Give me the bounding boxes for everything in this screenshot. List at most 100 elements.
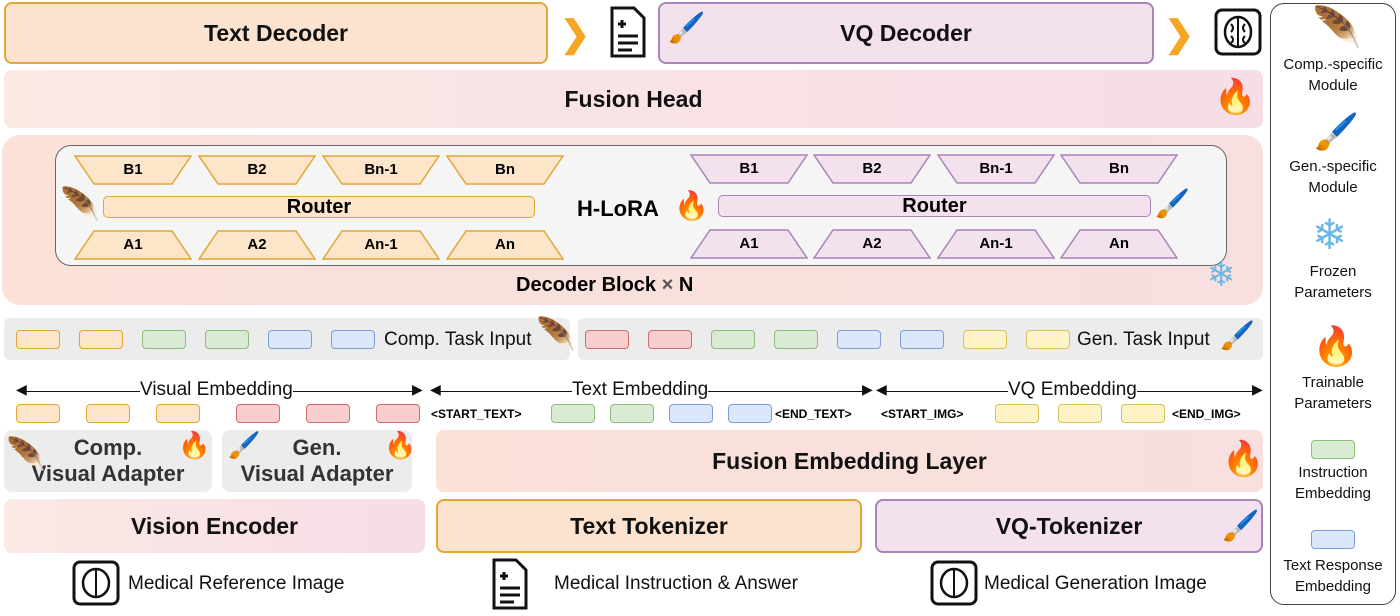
flame-icon: 🔥 bbox=[1214, 78, 1257, 116]
brush-icon: 🖌️ bbox=[1314, 111, 1359, 152]
vq-tokenizer: VQ-Tokenizer bbox=[875, 499, 1263, 553]
h-lora-label: H-LoRA bbox=[577, 196, 659, 221]
lora-matrix: B1 bbox=[690, 154, 808, 184]
lora-matrix: Bn bbox=[1060, 154, 1178, 184]
legend-instruction-swatch bbox=[1311, 440, 1355, 459]
snowflake-icon: ❄ bbox=[1312, 211, 1348, 258]
legend-response: Text Response Embedding bbox=[1283, 557, 1383, 595]
embedding-token-red bbox=[306, 404, 350, 423]
embedding-token-red bbox=[236, 404, 280, 423]
gen-visual-adapter: Gen. Visual Adapter bbox=[222, 430, 412, 492]
document-icon bbox=[608, 6, 648, 64]
legend-trainable: Trainable Parameters bbox=[1294, 374, 1372, 412]
lora-matrix: Bn bbox=[446, 155, 564, 185]
start-text-token: <START_TEXT> bbox=[431, 407, 522, 421]
flame-icon: 🔥 bbox=[384, 430, 417, 460]
vision-encoder: Vision Encoder bbox=[4, 499, 425, 553]
lora-matrix: Bn-1 bbox=[322, 155, 440, 185]
snowflake-icon: ❄ bbox=[1207, 256, 1236, 294]
text-decoder: Text Decoder bbox=[4, 2, 548, 64]
lora-matrix: An bbox=[1060, 229, 1178, 259]
lora-matrix: A1 bbox=[690, 229, 808, 259]
embedding-token-red bbox=[376, 404, 420, 423]
embedding-token-blue bbox=[669, 404, 713, 423]
lora-matrix-label: An-1 bbox=[364, 236, 398, 253]
gen-router: Router bbox=[718, 195, 1151, 217]
flame-icon: 🔥 bbox=[1222, 440, 1265, 478]
embedding-token-red bbox=[585, 330, 629, 349]
start-img-token: <START_IMG> bbox=[881, 407, 964, 421]
document-icon bbox=[490, 558, 530, 616]
lora-matrix: An-1 bbox=[937, 229, 1055, 259]
embedding-token-blue bbox=[900, 330, 944, 349]
embedding-token-blue bbox=[268, 330, 312, 349]
embedding-token-red bbox=[648, 330, 692, 349]
router-label: Router bbox=[902, 194, 967, 217]
lora-matrix: B1 bbox=[74, 155, 192, 185]
embedding-token-yellow bbox=[963, 330, 1007, 349]
text-embedding-label: Text Embedding bbox=[572, 379, 709, 401]
lora-matrix: B2 bbox=[813, 154, 931, 184]
flame-icon: 🔥 bbox=[1312, 326, 1360, 368]
embedding-token-orange bbox=[16, 404, 60, 423]
fusion-head: Fusion Head bbox=[4, 70, 1263, 128]
legend-gen-module: Gen.-specific Module bbox=[1289, 158, 1377, 196]
text-tokenizer: Text Tokenizer bbox=[436, 499, 862, 553]
lora-matrix-label: B2 bbox=[862, 160, 882, 177]
lora-matrix-label: Bn bbox=[495, 161, 515, 178]
lora-matrix-label: B1 bbox=[123, 161, 143, 178]
brain-scan-icon bbox=[72, 560, 120, 612]
flame-icon: 🔥 bbox=[178, 430, 211, 460]
vq-decoder-label: VQ Decoder bbox=[840, 19, 972, 46]
embedding-token-yellow bbox=[1058, 404, 1102, 423]
lora-matrix: A2 bbox=[198, 230, 316, 260]
feather-icon: 🪶 bbox=[1312, 6, 1362, 50]
lora-matrix-label: An bbox=[495, 236, 515, 253]
lora-matrix-label: An bbox=[1109, 235, 1129, 252]
embedding-token-blue bbox=[837, 330, 881, 349]
vq-embedding-label: VQ Embedding bbox=[1008, 379, 1137, 401]
embedding-token-orange bbox=[16, 330, 60, 349]
legend-comp-module: Comp.-specific Module bbox=[1283, 56, 1383, 94]
brush-icon: 🖌️ bbox=[1222, 510, 1260, 543]
legend-response-swatch bbox=[1311, 530, 1355, 549]
brush-icon: 🖌️ bbox=[228, 430, 261, 460]
medical-generation-image-label: Medical Generation Image bbox=[984, 573, 1207, 594]
lora-matrix-label: An-1 bbox=[979, 235, 1013, 252]
embedding-token-blue bbox=[331, 330, 375, 349]
legend-frozen: Frozen Parameters bbox=[1294, 263, 1372, 301]
lora-matrix: A1 bbox=[74, 230, 192, 260]
fusion-embedding-layer: Fusion Embedding Layer bbox=[436, 430, 1263, 492]
lora-matrix-label: Bn-1 bbox=[364, 161, 398, 178]
chevron-right-icon: ❯ bbox=[1164, 13, 1195, 54]
end-img-token: <END_IMG> bbox=[1172, 407, 1241, 421]
lora-matrix-label: Bn bbox=[1109, 160, 1129, 177]
embedding-token-yellow bbox=[1121, 404, 1165, 423]
brush-icon: 🖌️ bbox=[1220, 320, 1255, 351]
embedding-token-yellow bbox=[995, 404, 1039, 423]
embedding-token-orange bbox=[79, 330, 123, 349]
chevron-right-icon: ❯ bbox=[560, 13, 591, 54]
embedding-token-orange bbox=[86, 404, 130, 423]
embedding-token-green bbox=[774, 330, 818, 349]
medical-reference-image-label: Medical Reference Image bbox=[128, 573, 345, 594]
lora-matrix: An bbox=[446, 230, 564, 260]
lora-matrix-label: A2 bbox=[247, 236, 267, 253]
lora-matrix-label: Bn-1 bbox=[979, 160, 1013, 177]
comp-router: Router bbox=[103, 196, 535, 218]
embedding-token-green bbox=[142, 330, 186, 349]
fusion-head-label: Fusion Head bbox=[564, 85, 703, 112]
text-decoder-label: Text Decoder bbox=[203, 19, 348, 46]
lora-matrix: A2 bbox=[813, 229, 931, 259]
brain-scan-icon bbox=[1214, 8, 1262, 62]
embedding-token-yellow bbox=[1026, 330, 1070, 349]
router-label: Router bbox=[286, 195, 352, 218]
lora-matrix-label: B2 bbox=[247, 161, 267, 178]
lora-matrix: B2 bbox=[198, 155, 316, 185]
lora-matrix: An-1 bbox=[322, 230, 440, 260]
embedding-token-green bbox=[610, 404, 654, 423]
feather-icon: 🪶 bbox=[536, 316, 576, 352]
medical-instruction-answer-label: Medical Instruction & Answer bbox=[554, 573, 798, 594]
feather-icon: 🪶 bbox=[6, 436, 46, 472]
decoder-block-label: Decoder Block × N bbox=[516, 274, 694, 296]
